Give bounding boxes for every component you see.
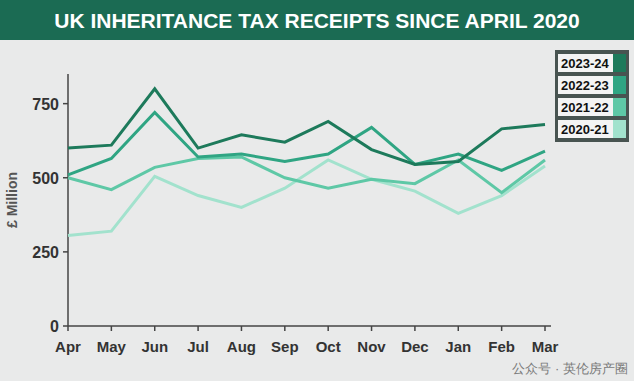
x-tick — [67, 326, 69, 331]
x-tick-label: Aug — [227, 338, 256, 355]
x-tick — [284, 326, 286, 331]
title: UK INHERITANCE TAX RECEIPTS SINCE APRIL … — [54, 9, 579, 32]
y-tick-label: 500 — [32, 170, 59, 187]
x-tick-label: Jul — [187, 338, 209, 355]
legend-item-bg — [558, 54, 626, 72]
y-axis — [67, 74, 69, 326]
x-tick-label: Sep — [271, 338, 299, 355]
chart: UK INHERITANCE TAX RECEIPTS SINCE APRIL … — [0, 0, 634, 381]
x-axis — [68, 325, 551, 327]
y-tick — [63, 251, 68, 253]
x-tick-label: Jun — [141, 338, 168, 355]
series-line — [68, 157, 545, 193]
legend-label: 2022-23 — [561, 78, 609, 93]
lines — [68, 89, 545, 236]
series-line — [68, 113, 545, 175]
legend-item-bg — [558, 76, 626, 94]
x-tick-label: Feb — [488, 338, 515, 355]
y-tick-label: 0 — [50, 318, 59, 335]
x-tick-label: Apr — [55, 338, 81, 355]
y-tick — [63, 177, 68, 179]
x-tick — [544, 326, 546, 331]
x-tick — [197, 326, 199, 331]
x-tick-label: Jan — [445, 338, 471, 355]
legend: 2023-24 2022-23 2021-22 2020-21 — [555, 50, 629, 142]
title-banner — [0, 0, 634, 40]
background — [0, 0, 634, 381]
x-tick — [111, 326, 113, 331]
y-tick-label: 250 — [32, 244, 59, 261]
legend-swatch — [613, 76, 626, 94]
legend-label: 2020-21 — [561, 122, 609, 137]
watermark: 公众号 · 英伦房产圈 — [512, 361, 628, 376]
legend-label: 2023-24 — [561, 56, 609, 71]
y-tick-label: 750 — [32, 96, 59, 113]
legend-item-bg — [558, 98, 626, 116]
x-tick — [241, 326, 243, 331]
x-tick — [458, 326, 460, 331]
x-tick-label: Dec — [401, 338, 429, 355]
x-tick-label: Mar — [532, 338, 559, 355]
legend-swatch — [613, 120, 626, 138]
y-axis-label: £ Million — [4, 172, 20, 228]
x-tick — [501, 326, 503, 331]
x-tick — [327, 326, 329, 331]
legend-label: 2021-22 — [561, 100, 609, 115]
x-tick-label: Oct — [316, 338, 341, 355]
x-tick — [414, 326, 416, 331]
x-tick — [371, 326, 373, 331]
series-line — [68, 89, 545, 165]
legend-swatch — [613, 98, 626, 116]
y-tick — [63, 103, 68, 105]
legend-box — [555, 50, 629, 142]
x-tick-label: May — [97, 338, 127, 355]
x-tick — [154, 326, 156, 331]
legend-item-bg — [558, 120, 626, 138]
x-tick-label: Nov — [357, 338, 386, 355]
legend-swatch — [613, 54, 626, 72]
